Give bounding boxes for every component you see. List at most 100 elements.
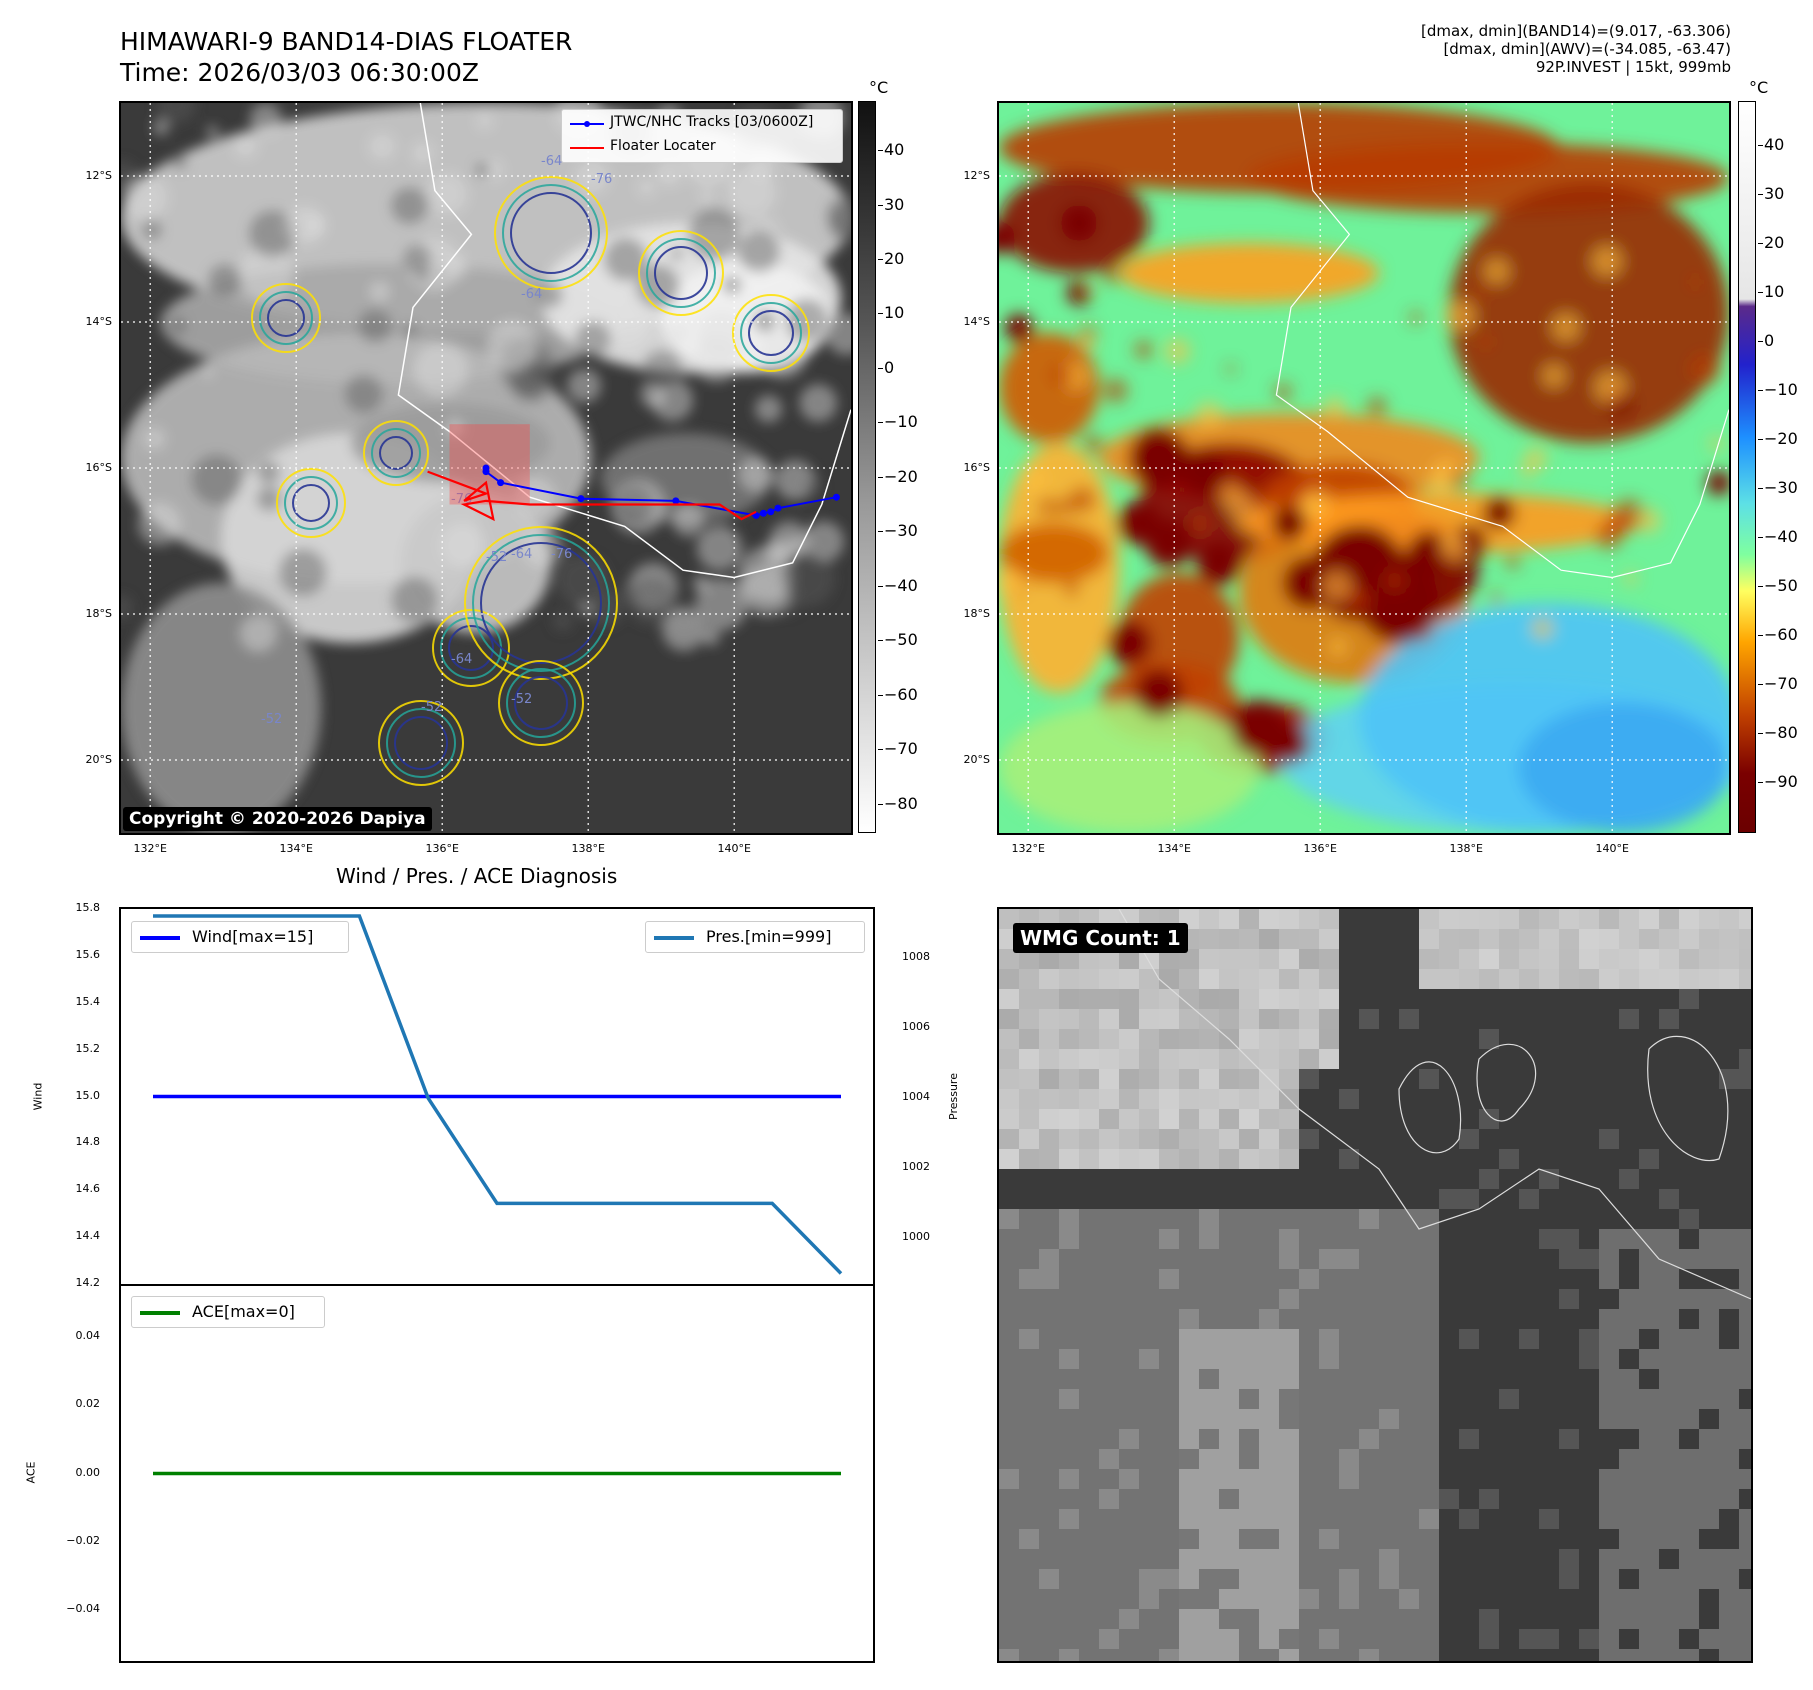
contour-label: -64 — [521, 287, 542, 302]
colorbar-tick-mark — [878, 150, 883, 152]
colorbar-tick-mark — [878, 640, 883, 642]
ir-map-panel: -64 -76 -64 -76 -52 -64 -76 -52 -64 -52 -52 Copyri… — [119, 101, 853, 835]
track-point — [832, 493, 840, 501]
legend-track-marker — [584, 121, 590, 127]
lon-tick-label: 134°E — [279, 842, 313, 855]
wind-tick-label: 14.2 — [75, 1276, 101, 1289]
ace-ylabel: ACE — [24, 1461, 38, 1484]
wind-legend: Wind[max=15] — [131, 921, 349, 953]
colorbar-tick-mark — [878, 694, 883, 696]
colorbar-tick-label: −70 — [884, 739, 918, 759]
track-point — [482, 464, 490, 472]
title-line1: HIMAWARI-9 BAND14-DIAS FLOATER — [120, 27, 573, 56]
colorbar-tick-mark — [878, 803, 883, 805]
awv-map-panel — [997, 101, 1731, 835]
lat-tick-label: 14°S — [963, 315, 990, 328]
lat-tick-label: 18°S — [85, 607, 112, 620]
colorbar-tick-mark — [1758, 782, 1763, 783]
lon-tick-label: 140°E — [717, 842, 751, 855]
wind-pres-axes: Wind[max=15] Pres.[min=999] — [119, 907, 875, 1286]
wind-tick-label: 14.8 — [75, 1135, 101, 1149]
colorbar-tick-label: −90 — [1764, 772, 1798, 791]
colorbar-tick-label: −70 — [1764, 674, 1798, 694]
colorbar-tick-mark — [878, 422, 883, 424]
wind-pres-plot — [153, 914, 843, 1275]
lat-tick-label: 18°S — [963, 607, 990, 620]
colorbar-tick-mark — [1758, 145, 1763, 147]
colorbar-tick-label: −60 — [884, 684, 918, 704]
colorbar-tick-mark — [1758, 341, 1763, 343]
pres-ylabel: Pressure — [946, 1073, 960, 1120]
colorbar-left-unit: °C — [869, 78, 889, 97]
info-line1: [dmax, dmin](BAND14)=(9.017, -63.306) — [1420, 22, 1731, 40]
wind-tick-label: 14.4 — [75, 1229, 101, 1243]
lon-tick-label: 132°E — [133, 842, 167, 855]
lon-tick-label: 138°E — [571, 842, 605, 855]
colorbar-tick-mark — [878, 531, 883, 533]
wind-tick-label: 15.0 — [75, 1088, 101, 1102]
floater-box — [449, 424, 530, 505]
pres-tick-label: 1000 — [902, 1230, 930, 1244]
ace-tick-label: −0.02 — [66, 1533, 100, 1547]
colorbar-tick-label: 30 — [884, 194, 905, 214]
colorbar-right-unit: °C — [1749, 78, 1769, 97]
ace-tick-label: −0.04 — [66, 1601, 100, 1615]
colorbar-tick-mark — [1758, 390, 1763, 392]
lat-tick-label: 20°S — [963, 753, 990, 766]
colorbar-tick-mark — [1758, 488, 1763, 490]
colorbar-tick-mark — [1758, 292, 1763, 294]
colorbar-tick-mark — [1758, 194, 1763, 196]
lat-tick-label: 12°S — [85, 169, 112, 182]
pres-legend-label: Pres.[min=999] — [706, 927, 832, 946]
pres-series-line — [153, 914, 843, 1275]
colorbar-tick-mark — [1758, 635, 1763, 637]
lat-tick-label: 16°S — [963, 461, 990, 474]
track-point — [767, 508, 775, 516]
lon-tick-label: 136°E — [1303, 842, 1337, 855]
colorbar-tick-label: −20 — [1764, 429, 1798, 449]
colorbar-tick-label: 40 — [1764, 135, 1785, 155]
pres-tick-label: 1004 — [902, 1090, 930, 1104]
contour-label: -64 — [541, 154, 562, 169]
colorbar-tick-label: −40 — [884, 575, 918, 595]
wind-tick-label: 15.8 — [75, 901, 101, 914]
colorbar-tick-label: −50 — [1764, 576, 1798, 596]
contour-label: -52 — [421, 700, 442, 715]
colorbar-tick-label: −80 — [1764, 723, 1798, 742]
track-point — [759, 509, 767, 517]
colorbar-tick-label: 10 — [884, 303, 905, 323]
colorbar-tick-label: −10 — [1764, 380, 1798, 400]
ace-tick-label: 0.02 — [75, 1397, 101, 1411]
colorbar-tick-mark — [1758, 586, 1763, 588]
colorbar-tick-mark — [1758, 537, 1763, 539]
contour-label: -64 — [451, 652, 472, 667]
map-legend: JTWC/NHC Tracks [03/0600Z] Floater Locat… — [561, 109, 843, 163]
wind-legend-label: Wind[max=15] — [192, 927, 314, 946]
colorbar-tick-label: −10 — [884, 412, 918, 432]
track-point — [497, 479, 505, 487]
colorbar-tick-mark — [1758, 733, 1763, 734]
colorbar-tick-label: 30 — [1764, 184, 1785, 204]
colorbar-tick-mark — [878, 204, 883, 206]
contour-label: -52 — [511, 692, 532, 707]
wind-tick-label: 15.6 — [75, 947, 101, 961]
colorbar-tick-label: −30 — [884, 521, 918, 541]
colorbar-tick-label: 0 — [884, 357, 895, 377]
colorbar-tick-label: −50 — [884, 630, 918, 650]
wind-tick-label: 14.6 — [75, 1182, 101, 1196]
ace-tick-label: 0.00 — [75, 1465, 101, 1479]
contour-label: -64 — [511, 547, 532, 562]
ir-map-canvas: -64-76-64-76-52 -64 -76-52-64-52-52 — [121, 103, 851, 833]
lon-tick-label: 134°E — [1157, 842, 1191, 855]
colorbar-tick-label: 20 — [884, 248, 905, 268]
track-point — [577, 495, 585, 503]
wmg-panel: WMG Count: 1 — [997, 907, 1753, 1663]
colorbar-tick-label: 10 — [1764, 282, 1785, 302]
jtwc-track-line — [485, 468, 837, 517]
diag-title: Wind / Pres. / ACE Diagnosis — [336, 864, 618, 888]
contour-label: -52 — [261, 712, 282, 727]
wind-legend-swatch — [140, 936, 180, 940]
wmg-count-badge: WMG Count: 1 — [1013, 923, 1188, 953]
lon-tick-label: 138°E — [1449, 842, 1483, 855]
colorbar-tick-label: −60 — [1764, 625, 1798, 645]
